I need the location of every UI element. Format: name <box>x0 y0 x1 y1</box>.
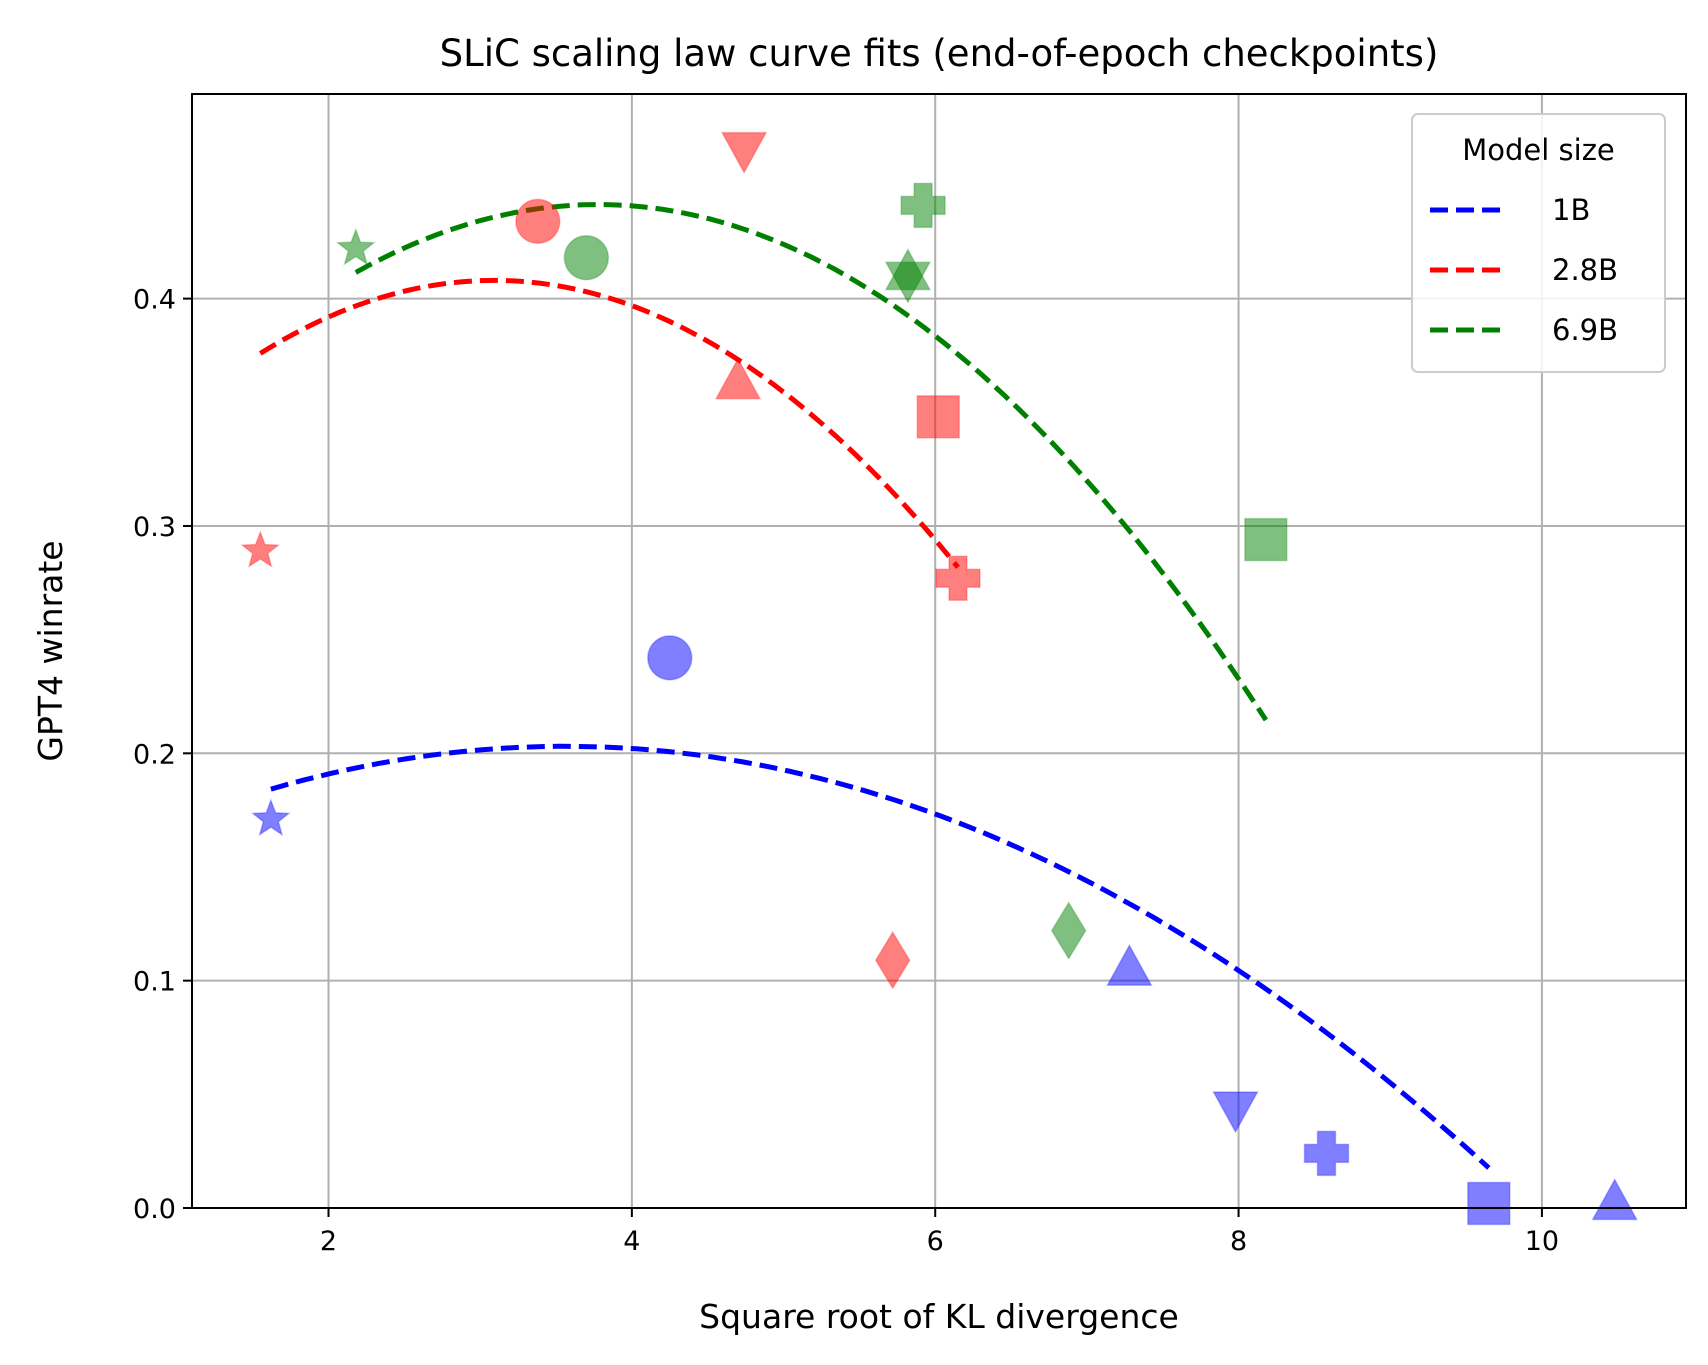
legend-label-2.8B: 2.8B <box>1552 253 1618 287</box>
point-2.8B-square <box>916 395 960 439</box>
point-1B-circle <box>647 635 693 681</box>
point-2.8B-plus <box>935 555 981 601</box>
x-axis-label: Square root of KL divergence <box>699 1297 1179 1336</box>
point-1B-triangle-up <box>1106 943 1153 987</box>
y-tick-label: 0.0 <box>133 1194 176 1225</box>
fit-curve-1B <box>270 743 1491 1170</box>
legend-label-1B: 1B <box>1552 193 1590 227</box>
y-tick-label: 0.2 <box>133 739 176 770</box>
x-tick-label: 8 <box>1230 1226 1247 1257</box>
data-points <box>240 131 1638 1226</box>
legend-title: Model size <box>1462 133 1615 167</box>
point-6.9B-plus <box>900 182 946 229</box>
point-6.9B-circle <box>563 234 610 281</box>
point-2.8B-star <box>240 529 281 569</box>
y-axis-label: GPT4 winrate <box>31 540 70 761</box>
x-tick-label: 10 <box>1525 1226 1559 1257</box>
y-tick-label: 0.4 <box>133 285 176 316</box>
y-tick-label: 0.1 <box>133 967 176 998</box>
point-1B-triangle-down <box>1212 1091 1259 1134</box>
point-2.8B-triangle-up <box>714 357 762 400</box>
x-tick-label: 4 <box>623 1226 640 1257</box>
x-tick-label: 2 <box>320 1226 337 1257</box>
legend: Model size 1B 2.8B 6.9B <box>1411 113 1666 373</box>
point-1B-star <box>250 798 291 837</box>
point-1B-triangle-up <box>1591 1177 1638 1221</box>
fit-curve-6.9B <box>354 202 1268 722</box>
fit-curve-2.8B <box>258 277 960 569</box>
point-2.8B-circle <box>515 198 561 245</box>
point-1B-plus <box>1303 1130 1350 1177</box>
point-2.8B-triangle-down <box>720 131 768 175</box>
point-6.9B-triangle-down <box>884 261 932 304</box>
legend-box <box>1411 113 1666 373</box>
point-1B-square <box>1467 1181 1511 1226</box>
point-6.9B-diamond <box>1050 901 1087 961</box>
fit-curves <box>258 202 1491 1170</box>
point-2.8B-diamond <box>874 930 911 990</box>
y-tick-label: 0.3 <box>133 512 176 543</box>
legend-entries: 1B 2.8B 6.9B <box>1430 193 1618 347</box>
axis-ticks: 2 4 6 8 10 0.0 0.1 0.2 0.3 0.4 <box>133 285 1559 1257</box>
point-6.9B-star <box>335 227 376 266</box>
plot-frame <box>191 93 1687 1209</box>
chart-title: SLiC scaling law curve fits (end-of-epoc… <box>440 32 1439 75</box>
x-tick-label: 6 <box>927 1226 944 1257</box>
point-6.9B-square <box>1244 517 1288 562</box>
legend-label-6.9B: 6.9B <box>1552 313 1618 347</box>
